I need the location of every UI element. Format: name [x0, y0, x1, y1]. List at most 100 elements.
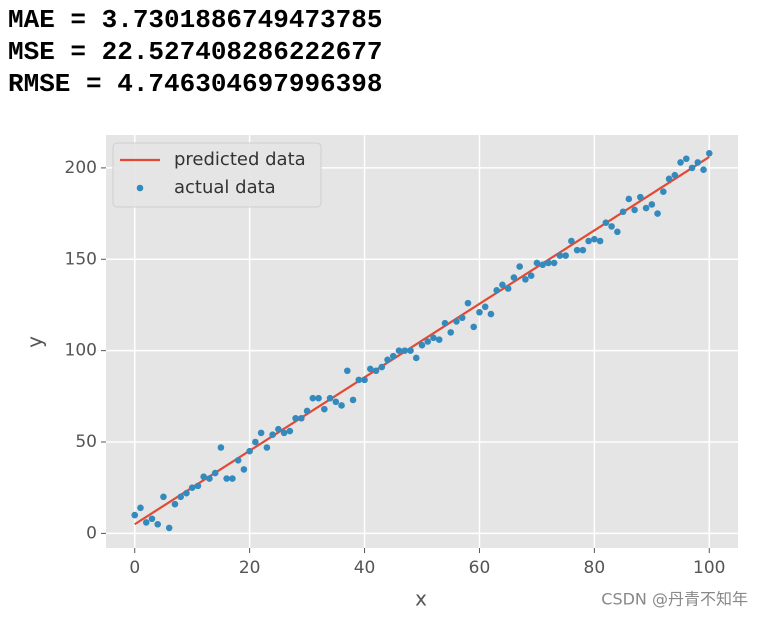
y-axis-label: y	[23, 336, 47, 348]
data-point	[211, 469, 219, 477]
data-point	[642, 204, 650, 212]
data-point	[556, 252, 564, 259]
y-tick-label: 200	[65, 158, 97, 178]
data-point	[303, 407, 311, 415]
data-point	[625, 195, 633, 203]
data-point	[240, 466, 248, 473]
data-point	[539, 261, 546, 269]
data-point	[510, 274, 518, 281]
data-point	[614, 228, 621, 236]
data-point	[378, 363, 386, 371]
data-point	[154, 520, 162, 528]
data-point	[372, 367, 380, 375]
x-tick-label: 40	[354, 558, 376, 578]
data-point	[234, 456, 242, 464]
data-point	[568, 237, 575, 245]
legend-label: actual data	[174, 177, 276, 198]
data-point	[418, 341, 426, 349]
data-point	[286, 427, 294, 435]
data-point	[217, 444, 225, 451]
data-point	[619, 208, 627, 216]
data-point	[677, 159, 684, 166]
data-point	[223, 475, 230, 482]
data-point	[504, 285, 512, 292]
data-point	[389, 352, 397, 360]
data-point	[602, 219, 610, 227]
data-point	[188, 484, 196, 491]
data-point	[177, 493, 184, 501]
data-point	[481, 303, 489, 311]
data-point	[361, 376, 368, 384]
fit-line	[134, 156, 710, 526]
output-line: RMSE = 4.746304697996398	[8, 69, 382, 99]
data-point	[263, 444, 271, 451]
data-point	[470, 323, 478, 331]
data-point	[200, 473, 207, 481]
data-point	[522, 276, 529, 283]
data-point	[384, 356, 391, 364]
data-point	[142, 519, 150, 526]
x-tick-label: 60	[469, 558, 491, 578]
data-point	[349, 396, 357, 404]
data-point	[453, 318, 460, 325]
data-point	[499, 281, 506, 289]
data-point	[424, 338, 432, 345]
data-point	[298, 414, 305, 422]
legend-swatch	[136, 184, 144, 192]
data-point	[315, 394, 322, 402]
data-point	[344, 367, 351, 375]
data-point	[366, 365, 374, 373]
data-point	[137, 504, 144, 512]
data-point	[326, 394, 334, 402]
data-point	[447, 329, 455, 336]
data-point	[338, 402, 345, 409]
data-point	[694, 159, 702, 166]
data-point	[131, 511, 139, 519]
data-point	[165, 524, 173, 532]
data-point	[148, 515, 156, 523]
data-point	[229, 475, 236, 482]
data-point	[591, 235, 598, 243]
data-point	[275, 425, 282, 433]
data-point	[671, 171, 679, 179]
data-point	[545, 259, 552, 267]
data-point	[682, 155, 690, 163]
data-point	[194, 482, 202, 490]
data-point	[309, 394, 317, 402]
data-point	[183, 489, 190, 497]
data-point	[533, 259, 541, 267]
x-tick-label: 20	[239, 558, 261, 578]
data-point	[476, 308, 483, 316]
data-point	[705, 149, 713, 157]
output-line: MSE = 22.527408286222677	[8, 37, 382, 67]
data-point	[252, 438, 259, 446]
data-point	[665, 175, 673, 183]
y-tick-label: 150	[65, 249, 97, 269]
data-point	[435, 336, 443, 343]
data-point	[407, 347, 414, 354]
data-point	[355, 376, 363, 384]
data-point	[206, 475, 213, 482]
data-point	[321, 405, 328, 413]
data-point	[550, 259, 558, 267]
data-point	[280, 429, 288, 437]
data-point	[332, 398, 340, 406]
data-point	[395, 347, 403, 354]
legend-label: predicted data	[174, 149, 306, 170]
data-point	[516, 263, 523, 270]
data-point	[585, 237, 592, 245]
output-line: MAE = 3.7301886749473785	[8, 5, 382, 35]
data-point	[246, 447, 253, 455]
x-tick-label: 100	[693, 558, 725, 578]
data-point	[441, 319, 449, 327]
data-point	[596, 237, 604, 245]
y-tick-label: 50	[75, 432, 97, 452]
x-axis-label: x	[415, 587, 427, 611]
legend-box	[112, 142, 322, 208]
data-point	[579, 246, 587, 254]
data-point	[430, 334, 437, 342]
data-point	[464, 299, 472, 307]
y-tick-label: 0	[86, 523, 97, 543]
data-point	[648, 201, 656, 208]
